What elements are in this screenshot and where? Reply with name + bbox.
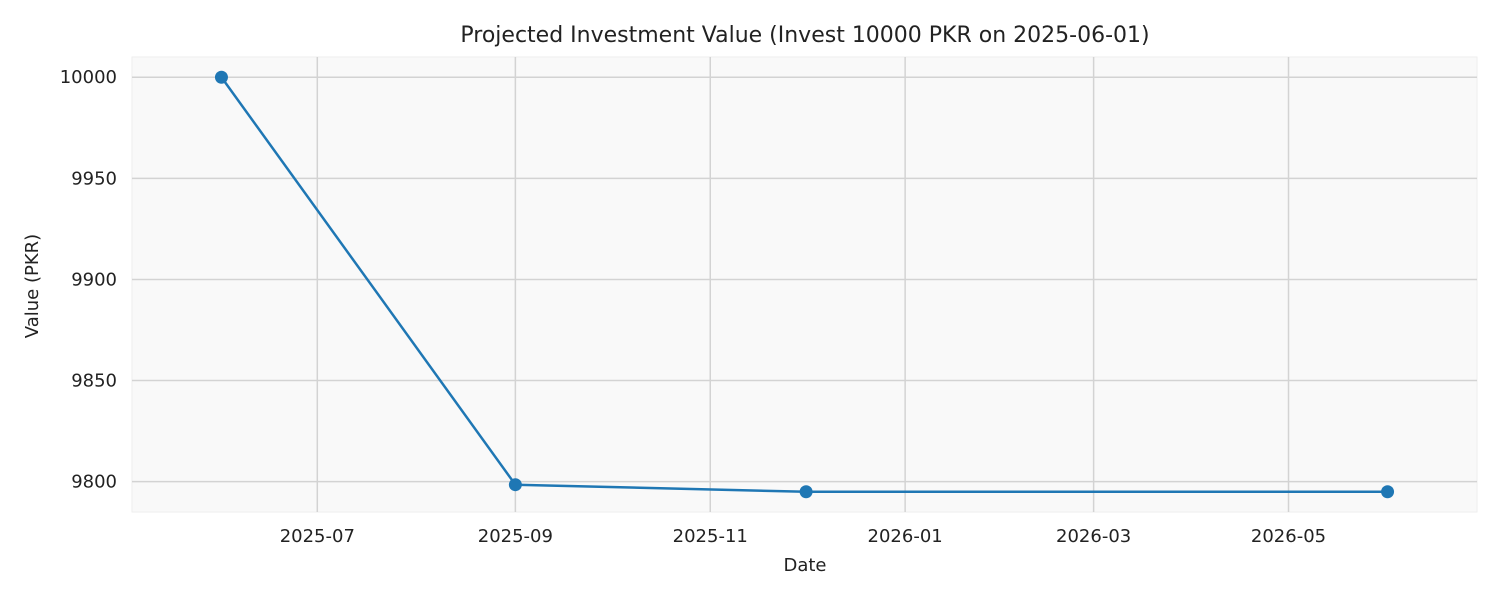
x-tick-label: 2026-03 — [1056, 526, 1131, 547]
y-tick-label: 9900 — [71, 269, 117, 290]
x-tick-label: 2026-01 — [868, 526, 943, 547]
y-tick-label: 9950 — [71, 168, 117, 189]
x-tick-label: 2025-07 — [280, 526, 355, 547]
grid — [132, 57, 1477, 512]
data-point — [799, 485, 813, 499]
data-point — [1381, 485, 1395, 499]
y-axis-ticks: 9800 9850 9900 9950 10000 — [60, 67, 117, 492]
y-tick-label: 9800 — [71, 472, 117, 493]
series-line — [220, 76, 1388, 494]
x-axis-ticks: 2025-07 2025-09 2025-11 2026-01 2026-03 2026-… — [280, 526, 1326, 547]
x-axis-label: Date — [783, 555, 826, 576]
series — [214, 70, 1395, 499]
data-point — [508, 478, 522, 492]
chart-title: Projected Investment Value (Invest 10000… — [460, 23, 1149, 48]
data-point — [214, 70, 228, 84]
y-axis-label: Value (PKR) — [22, 234, 43, 338]
y-tick-label: 10000 — [60, 67, 117, 88]
x-tick-label: 2025-09 — [478, 526, 553, 547]
y-tick-label: 9850 — [71, 371, 117, 392]
plot-area — [131, 56, 1478, 513]
x-tick-label: 2026-05 — [1251, 526, 1326, 547]
x-tick-label: 2025-11 — [673, 526, 748, 547]
